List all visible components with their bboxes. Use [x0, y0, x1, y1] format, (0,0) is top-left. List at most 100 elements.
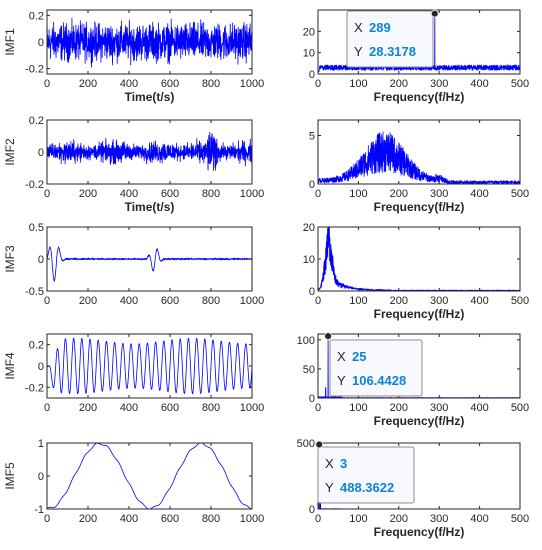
imf1-freq-xtick-label: 400 [470, 78, 488, 90]
imf1-freq-ytick-label: 10 [303, 48, 315, 60]
imf1-time-ytick-label: -0.2 [25, 64, 44, 76]
imf1-freq-datatip-y-key: Y [354, 44, 363, 59]
imf5-time-ylabel: IMF5 [3, 462, 17, 490]
imf2-time-xtick-label: 0 [44, 188, 50, 200]
imf2-time-xtick-label: 600 [161, 188, 179, 200]
imf2-freq-xtick-label: 300 [430, 188, 448, 200]
imf3-freq-xtick-label: 500 [511, 295, 529, 307]
imf4-freq-xtick-label: 300 [430, 402, 448, 414]
imf5-time-xtick-label: 600 [161, 513, 179, 525]
imf5-time-xtick-label: 800 [202, 513, 220, 525]
imf5-time-ytick-label: -1 [34, 504, 44, 516]
imf2-freq-xlabel: Frequency(f/Hz) [374, 200, 465, 214]
imf3-freq-xtick-label: 300 [430, 295, 448, 307]
imf1-freq-xtick-label: 200 [390, 78, 408, 90]
imf4-time-xtick-label: 400 [120, 402, 138, 414]
imf3-freq-xtick-label: 0 [315, 295, 321, 307]
imf1-time-xtick-label: 400 [120, 78, 138, 90]
imf2-time-xlabel: Time(t/s) [125, 200, 175, 214]
imf4-freq-ytick-label: 0 [309, 393, 315, 405]
imf5-freq-datatip-x-value: 3 [340, 456, 347, 471]
imf5-freq-xtick-label: 100 [349, 513, 367, 525]
imf5-freq-datatip-x-key: X [325, 456, 334, 471]
imf4-freq-frame [317, 333, 521, 399]
imf4-freq-xtick-label: 0 [315, 402, 321, 414]
imf5-time-series-line [47, 443, 252, 509]
imf4-time-xtick-label: 200 [79, 402, 97, 414]
imf3-time-ylabel: IMF3 [3, 245, 17, 273]
imf4-freq-ytick-label: 100 [297, 335, 315, 347]
imf3-freq-ytick-label: 0 [309, 286, 315, 298]
imf5-time-xtick-label: 200 [79, 513, 97, 525]
imf3-freq-xtick-label: 400 [470, 295, 488, 307]
imf3-time-series-line [47, 246, 252, 282]
imf5-time-xtick-label: 0 [44, 513, 50, 525]
imf1-freq-xtick-label: 300 [430, 78, 448, 90]
imf5-freq-datatip[interactable]: X 3Y 488.3622 [315, 440, 415, 504]
imf2-time-series-line [47, 131, 252, 171]
imf2-time-ytick-label: -0.2 [25, 179, 44, 191]
imf3-time-xtick-label: 400 [120, 295, 138, 307]
imf4-freq-datatip-x-key: X [337, 349, 346, 364]
imf1-time-xtick-label: 200 [79, 78, 97, 90]
imf5-freq-xtick-label: 0 [315, 513, 321, 525]
imf1-freq-ytick-label: 20 [303, 26, 315, 38]
imf1-time-ytick-label: 0.2 [29, 10, 44, 22]
imf5-freq-datatip-marker[interactable] [315, 440, 324, 449]
imf5-freq-xtick-label: 200 [390, 513, 408, 525]
imf3-time-xtick-label: 1000 [240, 295, 264, 307]
imf5-time-ytick-label: 0 [38, 471, 44, 483]
imf2-time-ytick-label: 0 [38, 147, 44, 159]
imf3-freq-axes: 0 100 200 300 400 500 0 10 20 Frequency(f/Hz) [303, 222, 529, 321]
imf1-time-ytick-label: 0 [38, 37, 44, 49]
imf4-freq-datatip-box [329, 339, 423, 397]
imf4-freq-datatip-marker[interactable] [324, 332, 333, 341]
imf1-time-xtick-label: 600 [161, 78, 179, 90]
imf1-time-ylabel: IMF1 [3, 28, 17, 56]
imf2-freq-xtick-label: 500 [511, 188, 529, 200]
imf5-time-ytick-label: 1 [38, 438, 44, 450]
imf4-time-ytick-label: 0 [38, 361, 44, 373]
imf1-freq-series-line [318, 13, 520, 72]
imf1-freq-xlabel: Frequency(f/Hz) [374, 90, 465, 104]
imf3-freq-xtick-label: 100 [349, 295, 367, 307]
imf2-time-xtick-label: 1000 [240, 188, 264, 200]
imf2-freq-xtick-label: 400 [470, 188, 488, 200]
imf4-freq-ytick-label: 50 [303, 364, 315, 376]
imf3-time-ytick-label: 0 [38, 254, 44, 266]
imf1-time-xtick-label: 1000 [240, 78, 264, 90]
imf5-freq-datatip-y-key: Y [325, 480, 334, 495]
imf1-freq-datatip-x-value: 289 [369, 20, 391, 35]
imf4-freq-datatip-y-key: Y [337, 373, 346, 388]
imf2-freq-xtick-label: 200 [390, 188, 408, 200]
imf4-time-ytick-label: 0.2 [29, 340, 44, 352]
imf1-freq-datatip[interactable]: X 289 Y 28.3178 [346, 9, 439, 68]
imf4-freq-datatip-x-value: 25 [352, 349, 366, 364]
imf1-freq-frame [317, 9, 521, 75]
imf1-freq-ytick-label: 0 [309, 69, 315, 81]
imf1-freq-datatip-marker[interactable] [430, 9, 439, 18]
imf1-time-xlabel: Time(t/s) [125, 90, 175, 104]
imf2-freq-ytick-label: 0 [309, 179, 315, 191]
imf5-freq-xlabel: Frequency(f/Hz) [374, 525, 465, 539]
imf3-freq-ytick-label: 20 [303, 222, 315, 234]
imf3-time-xtick-label: 0 [44, 295, 50, 307]
imf2-freq-xtick-label: 0 [315, 188, 321, 200]
imf5-time-xtick-label: 1000 [240, 513, 264, 525]
imf2-time-xtick-label: 800 [202, 188, 220, 200]
imf4-freq-datatip[interactable]: X 25 Y 106.4428 [324, 332, 423, 397]
imf3-time-xtick-label: 800 [202, 295, 220, 307]
imf4-freq-xtick-label: 100 [349, 402, 367, 414]
imf2-freq-xtick-label: 100 [349, 188, 367, 200]
imf1-freq-datatip-x-key: X [354, 20, 363, 35]
imf3-freq-xlabel: Frequency(f/Hz) [374, 307, 465, 321]
imf5-freq-axes: 0 100 200 300 400 500 0 500 Frequency(f/Hz) X 3Y 48… [297, 438, 530, 539]
imf4-freq-xtick-label: 500 [511, 402, 529, 414]
imf3-freq-frame [317, 226, 521, 292]
imf1-time-xtick-label: 0 [44, 78, 50, 90]
imf3-freq-ytick-label: 10 [303, 254, 315, 266]
